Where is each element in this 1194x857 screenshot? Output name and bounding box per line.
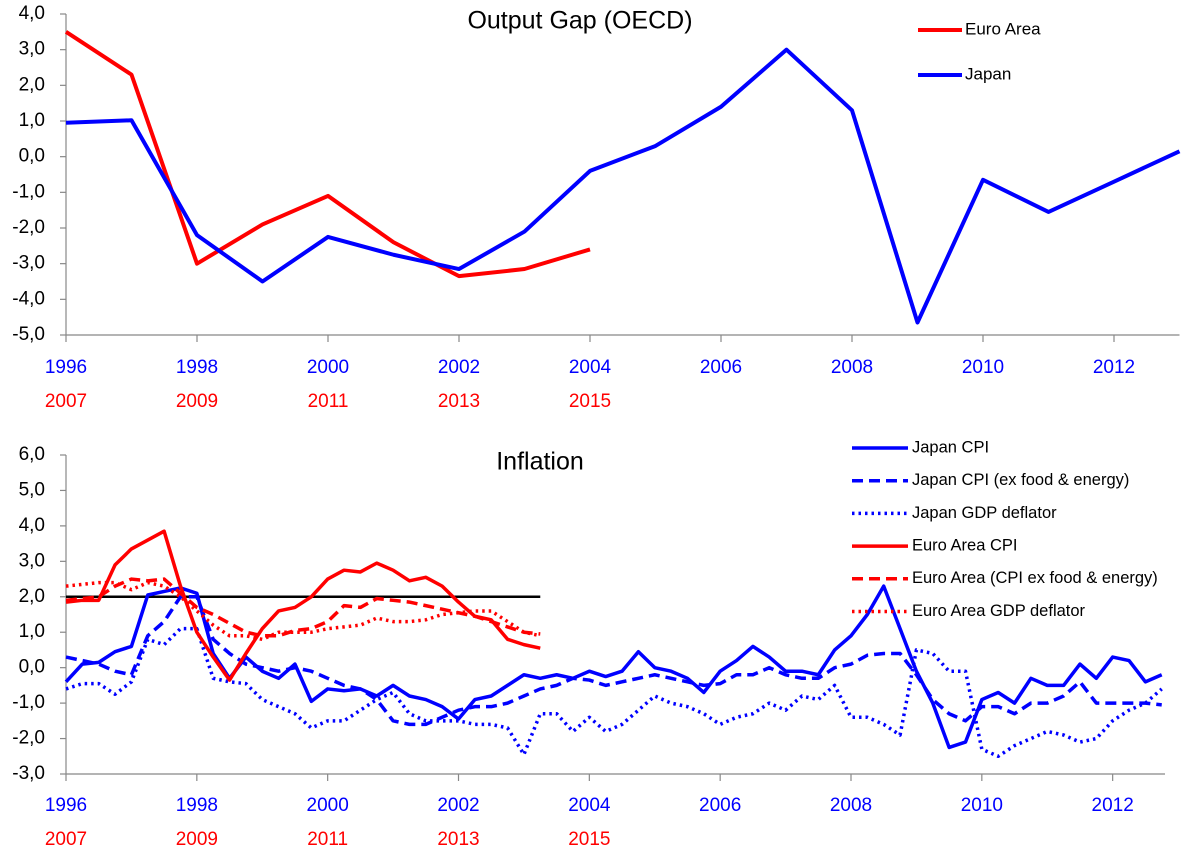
y-tick-label: 1,0	[19, 110, 45, 131]
chart-title: Output Gap (OECD)	[467, 7, 692, 35]
x-tick-label: 2006	[700, 357, 742, 378]
legend-label: Japan CPI	[912, 438, 989, 456]
y-tick-label: 0,0	[19, 657, 45, 678]
series-line	[65, 529, 541, 682]
x2-tick-label: 2007	[45, 829, 87, 850]
legend-label: Euro Area CPI	[912, 536, 1017, 554]
x-tick-label: 2012	[1093, 357, 1135, 378]
legend-label: Euro Area GDP deflator	[912, 602, 1086, 620]
x-tick-label: 2000	[307, 357, 349, 378]
y-tick-label: -3,0	[12, 763, 45, 784]
legend-label: Euro Area	[965, 19, 1041, 38]
x2-tick-label: 2011	[307, 829, 348, 850]
legend-label: Japan GDP deflator	[912, 504, 1057, 522]
x-tick-label: 2000	[307, 795, 349, 816]
y-tick-label: 0,0	[19, 146, 45, 167]
x2-tick-label: 2013	[437, 829, 479, 850]
x-tick-label: 2010	[962, 357, 1004, 378]
x-tick-label: 1998	[176, 357, 218, 378]
legend-label: Japan	[965, 64, 1011, 83]
x2-tick-label: 2009	[176, 829, 218, 850]
y-tick-label: 3,0	[19, 550, 45, 571]
series-line	[65, 577, 541, 638]
x-tick-label: 1996	[45, 357, 87, 378]
x2-tick-label: 2007	[45, 391, 87, 412]
y-tick-label: -5,0	[12, 324, 45, 345]
legend-label: Japan CPI (ex food & energy)	[912, 471, 1129, 489]
x2-tick-label: 2009	[176, 391, 218, 412]
y-tick-label: -2,0	[12, 728, 45, 749]
x-tick-label: 2004	[569, 357, 612, 378]
legend-label: Euro Area (CPI ex food & energy)	[912, 569, 1158, 587]
y-tick-label: 2,0	[19, 74, 45, 95]
y-tick-label: -2,0	[12, 217, 45, 238]
series-line	[65, 595, 1162, 727]
y-tick-label: 6,0	[19, 444, 45, 465]
y-tick-label: -3,0	[12, 253, 45, 274]
x-tick-label: 2010	[961, 795, 1003, 816]
x-tick-label: 2008	[830, 795, 872, 816]
x-tick-label: 1998	[176, 795, 218, 816]
x-tick-label: 1996	[45, 795, 87, 816]
x-tick-label: 2004	[568, 795, 611, 816]
x2-tick-label: 2015	[568, 829, 610, 850]
y-tick-label: 3,0	[19, 39, 45, 60]
y-tick-label: 4,0	[19, 3, 45, 24]
x-tick-label: 2006	[699, 795, 741, 816]
series-line	[65, 47, 1181, 325]
y-tick-label: 5,0	[19, 479, 45, 500]
x2-tick-label: 2013	[438, 391, 480, 412]
series-line	[64, 584, 1163, 750]
y-tick-label: -1,0	[12, 181, 45, 202]
x2-tick-label: 2015	[569, 391, 611, 412]
y-tick-label: 2,0	[19, 586, 45, 607]
y-tick-label: -1,0	[12, 692, 45, 713]
series-line	[65, 626, 1163, 759]
y-tick-label: 1,0	[19, 621, 45, 642]
chart-title: Inflation	[496, 448, 584, 476]
x-tick-label: 2002	[438, 357, 480, 378]
y-tick-label: 4,0	[19, 515, 45, 536]
x-tick-label: 2002	[437, 795, 479, 816]
series-line	[64, 30, 591, 279]
y-tick-label: -4,0	[12, 288, 45, 309]
x-tick-label: 2012	[1092, 795, 1134, 816]
x-tick-label: 2008	[831, 357, 873, 378]
x2-tick-label: 2011	[308, 391, 349, 412]
